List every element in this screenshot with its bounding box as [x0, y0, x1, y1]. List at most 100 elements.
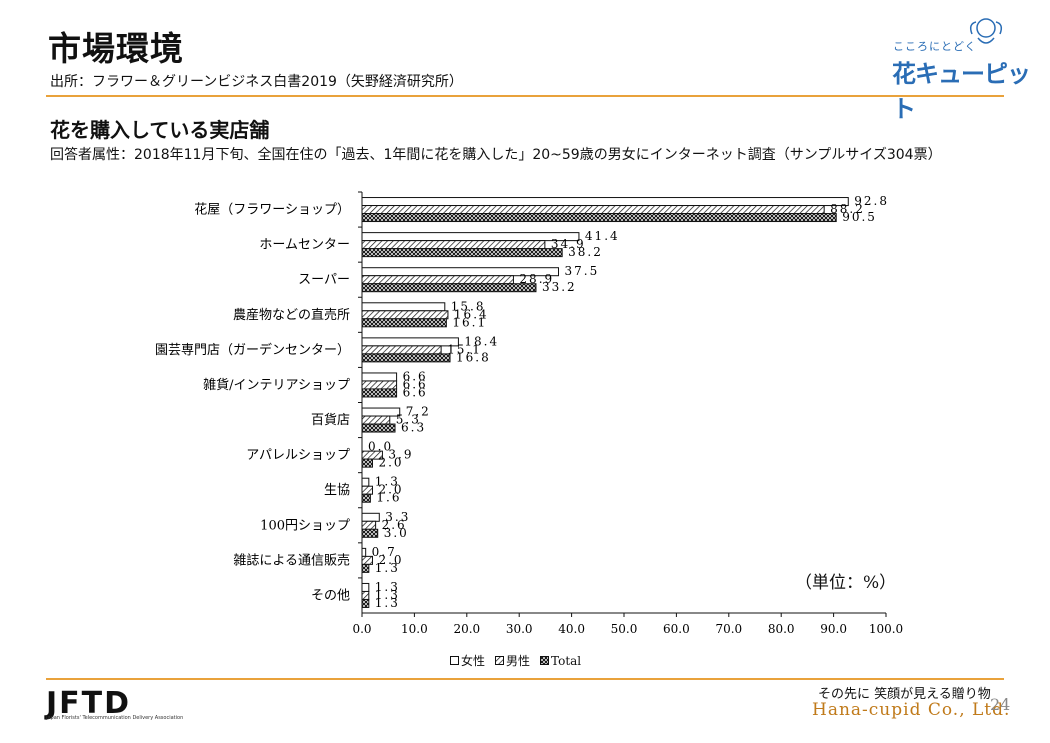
x-tick-label: 40.0 — [558, 622, 585, 636]
data-label-male: 15.1 — [447, 342, 482, 356]
bar-total — [361, 213, 837, 223]
bar-female — [361, 372, 398, 382]
data-label-male: 3.9 — [388, 448, 413, 462]
data-label-total: 16.1 — [452, 315, 487, 329]
footer-brand: Hana-cupid Co., Ltd. — [812, 700, 1011, 720]
legend-swatch-male — [495, 656, 505, 665]
category-label: 雑誌による通信販売 — [233, 552, 350, 568]
bar-female — [361, 302, 446, 312]
data-label-male: 16.4 — [454, 307, 489, 321]
bar-female — [361, 232, 580, 242]
legend-label-male: 男性 — [506, 654, 531, 668]
page-title: 市場環境 — [48, 29, 184, 68]
category-label: 花屋（フラワーショップ） — [194, 202, 350, 218]
data-label-total: 1.3 — [375, 561, 400, 575]
bar-total — [361, 423, 396, 433]
x-tick-label: 20.0 — [453, 622, 480, 636]
bar-total — [361, 528, 379, 538]
data-label-female: 41.4 — [585, 229, 620, 243]
bar-male — [361, 485, 373, 495]
category-label: 100円ショップ — [260, 518, 350, 533]
legend-label-total: Total — [551, 653, 582, 668]
data-label-total: 38.2 — [568, 245, 603, 259]
bar-female — [361, 477, 370, 487]
category-label: 百貨店 — [311, 412, 350, 428]
bar-male — [361, 240, 546, 250]
bar-female — [361, 512, 380, 522]
x-tick-label: 60.0 — [663, 622, 690, 636]
x-tick-label: 0.0 — [352, 622, 371, 636]
cupid-mascot-icon — [969, 18, 1003, 44]
category-label: アパレルショップ — [246, 448, 350, 463]
legend-item-female: 女性 — [450, 652, 485, 669]
legend-label-female: 女性 — [461, 654, 486, 668]
data-label-total: 33.2 — [542, 280, 577, 294]
data-label-total: 2.0 — [378, 456, 403, 470]
data-label-male: 1.3 — [375, 588, 400, 602]
bar-female — [361, 582, 370, 592]
data-label-male: 2.6 — [382, 518, 407, 532]
bar-male — [361, 520, 377, 530]
bar-female — [361, 337, 459, 347]
logo-tagline: こころにとどく — [893, 40, 977, 53]
bar-total — [361, 318, 447, 328]
bar-female — [361, 197, 849, 207]
data-label-female: 0.0 — [368, 440, 393, 454]
x-tick-label: 70.0 — [715, 622, 742, 636]
data-label-male: 2.0 — [378, 553, 403, 567]
hana-cupid-logo — [880, 14, 1010, 94]
x-tick-label: 100.0 — [869, 622, 903, 636]
x-tick-label: 90.0 — [820, 622, 847, 636]
bar-male — [361, 555, 373, 565]
bar-male — [361, 275, 514, 285]
data-label-female: 7.2 — [406, 405, 431, 419]
category-label: 生協 — [324, 483, 350, 498]
data-label-female: 1.3 — [375, 475, 400, 489]
category-label: その他 — [311, 588, 350, 603]
data-label-total: 16.8 — [456, 350, 491, 364]
bar-male — [361, 205, 825, 215]
source-note: 出所：フラワー＆グリーンビジネス白書2019（矢野経済研究所） — [50, 74, 463, 90]
chart-legend: 女性 男性 Total — [450, 652, 581, 669]
legend-swatch-total — [540, 656, 550, 665]
legend-item-male: 男性 — [495, 652, 530, 669]
bar-total — [361, 493, 371, 503]
data-label-male: 34.9 — [551, 237, 586, 251]
category-label: 園芸専門店（ガーデンセンター） — [155, 342, 350, 358]
data-label-total: 3.0 — [384, 526, 409, 540]
data-label-female: 15.8 — [451, 299, 486, 313]
category-label: 農産物などの直売所 — [233, 307, 350, 323]
bar-male — [361, 590, 370, 600]
jftd-org-name: Japan Florists' Telecommunication Delive… — [46, 715, 184, 721]
jftd-logo: JFTD — [46, 686, 132, 721]
x-tick-label: 10.0 — [401, 622, 428, 636]
legend-item-total: Total — [540, 654, 581, 668]
bar-total — [361, 353, 451, 363]
data-label-male: 6.6 — [403, 377, 428, 391]
category-label: ホームセンター — [259, 238, 350, 253]
section-subtitle: 花を購入している実店舗 — [50, 118, 270, 142]
data-label-male: 2.0 — [378, 483, 403, 497]
data-label-total: 6.6 — [403, 385, 428, 399]
bar-male — [361, 380, 398, 390]
data-label-total: 1.3 — [375, 596, 400, 610]
bar-female — [361, 407, 401, 417]
data-label-male: 28.9 — [519, 272, 554, 286]
data-label-female: 18.4 — [464, 334, 499, 348]
data-label-total: 90.5 — [842, 210, 877, 224]
data-label-male: 5.3 — [396, 413, 421, 427]
x-tick-label: 80.0 — [768, 622, 795, 636]
bar-total — [361, 563, 370, 573]
data-label-total: 1.6 — [376, 491, 401, 505]
bar-female — [361, 547, 367, 557]
bar-total — [361, 283, 537, 293]
data-label-female: 92.8 — [854, 194, 889, 208]
data-label-female: 37.5 — [565, 264, 600, 278]
data-label-female: 1.3 — [375, 580, 400, 594]
bar-total — [361, 598, 370, 608]
data-label-female: 3.3 — [385, 510, 410, 524]
header-divider — [46, 95, 1004, 97]
x-tick-label: 50.0 — [611, 622, 638, 636]
logo-wordmark: 花キューピット — [892, 60, 1031, 123]
